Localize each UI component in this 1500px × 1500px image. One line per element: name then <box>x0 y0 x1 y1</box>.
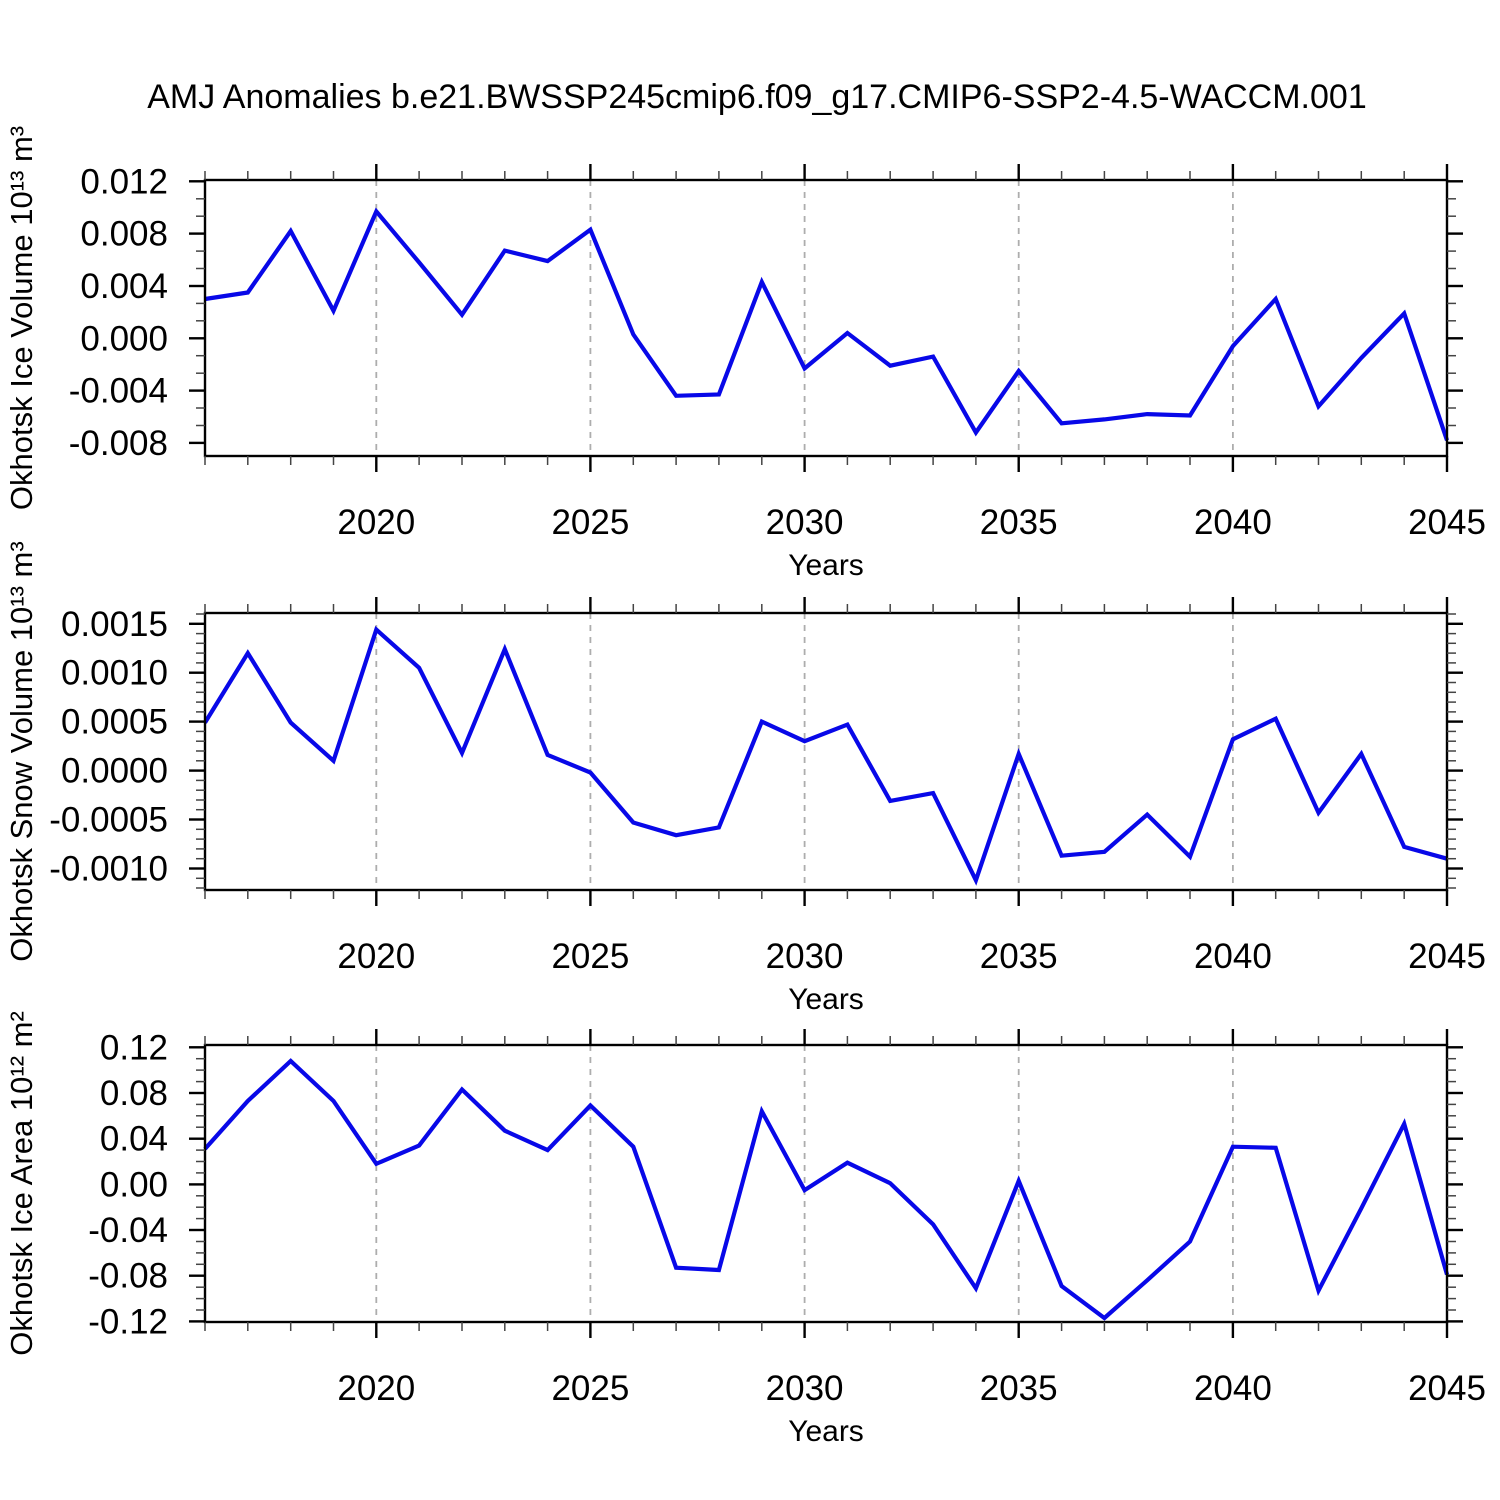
panels-group: 0.012 0.008 0.004 0.000 -0.004 -0.008 2020 2025… <box>4 126 1486 1448</box>
okhotsk-snow-volume-line <box>203 625 1448 886</box>
panel-frame <box>203 611 1449 892</box>
y-tick-label: 0.08 <box>100 1074 168 1113</box>
x-tick-label: 2040 <box>1194 1369 1272 1408</box>
okhotsk-ice-volume-line <box>204 207 1449 441</box>
x-tick-label: 2035 <box>980 937 1058 976</box>
x-tick-label: 2020 <box>337 503 415 542</box>
x-tick-label: 2025 <box>551 503 629 542</box>
y-tick-label: -0.0005 <box>49 801 168 840</box>
y-tick-label: 0.004 <box>80 267 168 306</box>
panel-okhotsk-ice-area: 0.12 0.08 0.04 0.00 -0.04 -0.08 -0.12 2020 2025 2… <box>4 1011 1486 1448</box>
y-axis-title: Okhotsk Ice Volume 10¹³ m³ <box>4 126 39 510</box>
x-tick-label: 2045 <box>1408 937 1486 976</box>
y-axis-title: Okhotsk Snow Volume 10¹³ m³ <box>4 541 39 961</box>
x-tick-label: 2030 <box>766 503 844 542</box>
okhotsk-ice-area-line <box>203 1058 1450 1321</box>
x-tick-label: 2035 <box>980 503 1058 542</box>
y-tick-label: 0.000 <box>80 319 168 358</box>
x-tick-label: 2045 <box>1408 1369 1486 1408</box>
y-tick-label: 0.0005 <box>61 703 168 742</box>
y-axis-title: Okhotsk Ice Area 10¹² m² <box>4 1011 39 1356</box>
panel-okhotsk-ice-volume: 0.012 0.008 0.004 0.000 -0.004 -0.008 2020 2025… <box>4 126 1486 582</box>
y-tick-label: 0.012 <box>80 162 168 201</box>
y-tick-label: 0.008 <box>80 215 168 254</box>
y-tick-label: -0.08 <box>88 1257 168 1296</box>
x-tick-label: 2040 <box>1194 503 1272 542</box>
y-tick-label: 0.00 <box>100 1165 168 1204</box>
y-tick-label: -0.004 <box>69 372 168 411</box>
y-tick-label: -0.04 <box>88 1211 168 1250</box>
panel-okhotsk-snow-volume: 0.0015 0.0010 0.0005 0.0000 -0.0005 -0.0010 20… <box>4 541 1486 1016</box>
y-tick-label: 0.0000 <box>61 752 168 791</box>
x-axis-title: Years <box>788 983 864 1016</box>
x-tick-label: 2045 <box>1408 503 1486 542</box>
y-tick-label: -0.12 <box>88 1302 168 1341</box>
panel-frame <box>203 1043 1449 1324</box>
x-axis-title: Years <box>788 549 864 582</box>
y-tick-label: 0.0015 <box>61 605 168 644</box>
x-axis-title: Years <box>788 1415 864 1448</box>
x-tick-label: 2020 <box>337 1369 415 1408</box>
x-tick-label: 2030 <box>766 937 844 976</box>
y-tick-label: -0.0010 <box>49 850 168 889</box>
x-tick-label: 2025 <box>551 1369 629 1408</box>
x-tick-label: 2040 <box>1194 937 1272 976</box>
x-tick-label: 2035 <box>980 1369 1058 1408</box>
y-tick-label: 0.04 <box>100 1120 168 1159</box>
y-tick-label: 0.0010 <box>61 654 168 693</box>
x-tick-label: 2030 <box>766 1369 844 1408</box>
panel-frame <box>203 178 1449 458</box>
y-tick-label: -0.008 <box>69 424 168 463</box>
x-tick-label: 2025 <box>551 937 629 976</box>
y-tick-label: 0.12 <box>100 1028 168 1067</box>
x-tick-label: 2020 <box>337 937 415 976</box>
chart-title: AMJ Anomalies b.e21.BWSSP245cmip6.f09_g1… <box>147 78 1367 116</box>
